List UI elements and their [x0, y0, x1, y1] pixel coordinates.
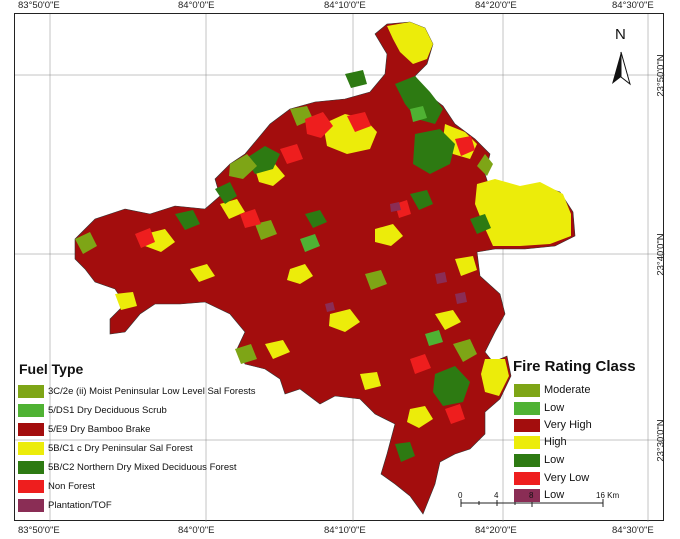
fire-rating-item: Low — [514, 487, 564, 503]
lat-tick-left-1: 23°50'0"N — [0, 54, 2, 96]
lon-tick-top-5: 84°30'0"E — [612, 0, 654, 11]
lat-tick-right-2: 23°40'0"N — [655, 233, 667, 276]
scale-label-16: 16 Km — [596, 491, 620, 500]
map-class-low-plantation — [325, 202, 467, 312]
lat-tick-left-2: 23°40'0"N — [0, 233, 2, 275]
district-map — [15, 14, 665, 522]
map-class-very-low — [135, 112, 475, 424]
fire-rating-item: Low — [514, 400, 564, 416]
lat-tick-right-3: 23°30'0"N — [655, 419, 667, 462]
fuel-label: Plantation/TOF — [48, 499, 112, 511]
scale-label-4: 4 — [494, 491, 499, 500]
map-class-low-dark-green — [175, 70, 491, 462]
fire-rating-item: Very Low — [514, 470, 589, 486]
fire-label: Very High — [544, 419, 592, 431]
fire-label: Moderate — [544, 384, 591, 396]
fuel-type-item: 3C/2e (ii) Moist Peninsular Low Level Sa… — [18, 383, 256, 399]
fire-rating-title: Fire Rating Class — [513, 358, 636, 375]
fire-swatch — [514, 471, 540, 485]
fuel-label: 3C/2e (ii) Moist Peninsular Low Level Sa… — [48, 385, 256, 397]
fire-rating-item: Low — [514, 452, 564, 468]
fuel-type-item: 5B/C1 c Dry Peninsular Sal Forest — [18, 440, 193, 456]
fuel-swatch — [18, 422, 44, 436]
fuel-label: 5B/C2 Northern Dry Mixed Deciduous Fores… — [48, 461, 237, 473]
fuel-swatch — [18, 384, 44, 398]
map-class-low-scrub — [300, 106, 443, 346]
fuel-type-item: 5/E9 Dry Bamboo Brake — [18, 421, 150, 437]
fire-label: Low — [544, 489, 565, 501]
lon-tick-top-1: 83°50'0"E — [18, 0, 60, 11]
fuel-label: 5B/C1 c Dry Peninsular Sal Forest — [48, 442, 193, 454]
map-class-moderate — [75, 106, 493, 364]
fuel-type-item: 5/DS1 Dry Deciduous Scrub — [18, 402, 167, 418]
lon-tick-bottom-2: 84°0'0"E — [178, 525, 215, 536]
fire-swatch — [514, 418, 540, 432]
fire-label: Low — [544, 454, 565, 466]
fuel-swatch — [18, 479, 44, 493]
map-frame — [14, 13, 665, 522]
fuel-swatch — [18, 498, 44, 512]
fuel-swatch — [18, 403, 44, 417]
fire-rating-item: Moderate — [514, 382, 590, 398]
fire-label: Very Low — [544, 472, 590, 484]
lon-tick-top-2: 84°0'0"E — [178, 0, 215, 11]
fuel-type-item: Plantation/TOF — [18, 497, 112, 513]
fire-swatch — [514, 401, 540, 415]
scale-label-0: 0 — [458, 491, 463, 500]
lon-tick-bottom-1: 83°50'0"E — [18, 525, 60, 536]
fire-swatch — [514, 488, 540, 502]
lat-tick-right-1: 23°50'0"N — [655, 54, 667, 97]
north-label: N — [615, 26, 626, 43]
fuel-type-item: Non Forest — [18, 478, 95, 494]
fuel-type-item: 5B/C2 Northern Dry Mixed Deciduous Fores… — [18, 459, 237, 475]
fuel-swatch — [18, 441, 44, 455]
lon-tick-top-4: 84°20'0"E — [475, 0, 517, 11]
lon-tick-bottom-4: 84°20'0"E — [475, 525, 517, 536]
fire-swatch — [514, 453, 540, 467]
fuel-label: 5/DS1 Dry Deciduous Scrub — [48, 404, 167, 416]
fuel-label: Non Forest — [48, 480, 95, 492]
fuel-type-title: Fuel Type — [19, 361, 84, 377]
fire-rating-item: High — [514, 434, 567, 450]
fuel-swatch — [18, 460, 44, 474]
north-arrow-icon — [612, 51, 631, 86]
fire-swatch — [514, 435, 540, 449]
lon-tick-bottom-5: 84°30'0"E — [612, 525, 654, 536]
lon-tick-bottom-3: 84°10'0"E — [324, 525, 366, 536]
lat-tick-left-3: 23°30'0"N — [0, 419, 2, 461]
fire-rating-item: Very High — [514, 417, 592, 433]
fire-label: High — [544, 436, 567, 448]
map-class-high — [115, 22, 571, 428]
fire-label: Low — [544, 402, 565, 414]
fire-swatch — [514, 383, 540, 397]
fuel-label: 5/E9 Dry Bamboo Brake — [48, 423, 151, 435]
scale-label-8: 8 — [529, 491, 534, 500]
lon-tick-top-3: 84°10'0"E — [324, 0, 366, 11]
